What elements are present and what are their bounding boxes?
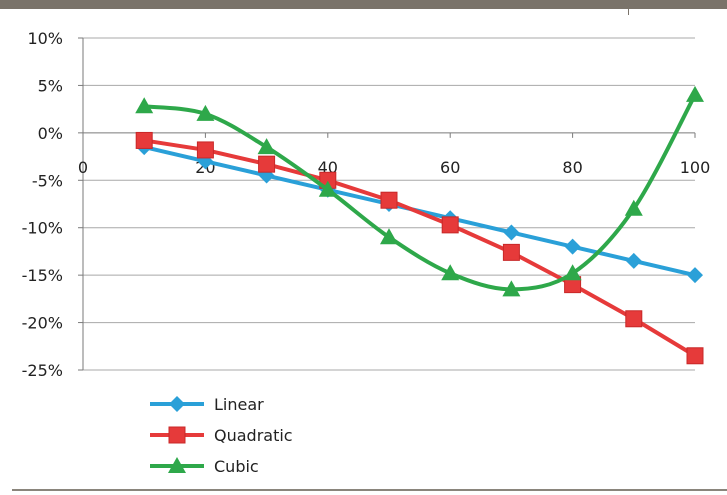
top-rule-tick: [628, 9, 629, 15]
y-tick-label: -5%: [32, 171, 63, 190]
linear-point-90: [625, 252, 642, 269]
cubic-point-40: [318, 180, 337, 197]
legend-label: Linear: [214, 395, 264, 414]
cubic-point-50: [380, 228, 398, 245]
cubic-point-10: [135, 97, 154, 114]
legend-item-cubic: Cubic: [150, 457, 259, 476]
legend-marker: [168, 426, 186, 444]
quadratic-point-20: [196, 141, 214, 159]
x-tick-label: 100: [680, 158, 711, 177]
cubic-point-90: [624, 199, 643, 216]
bottom-rule: [12, 489, 727, 491]
cubic-line: [142, 92, 697, 292]
legend: Linear Quadratic Cubic: [150, 395, 293, 476]
legend-marker: [168, 457, 186, 473]
series-quadratic: [135, 131, 704, 365]
quadratic-point-90: [625, 310, 643, 328]
linear-point-70: [503, 224, 520, 241]
linear-point-100: [687, 267, 703, 284]
quadratic-point-30: [258, 155, 276, 173]
y-tick-label: -15%: [22, 266, 63, 285]
cubic-point-70: [502, 280, 521, 297]
quadratic-point-50: [380, 191, 398, 209]
legend-label: Quadratic: [214, 426, 293, 445]
series-cubic: [135, 85, 704, 297]
linear-point-80: [564, 238, 581, 255]
x-axis-labels: 020406080100: [78, 158, 710, 177]
y-tick-label: 10%: [27, 29, 63, 48]
quadratic-point-70: [502, 243, 520, 261]
cubic-point-20: [196, 104, 215, 121]
cubic-point-100: [686, 85, 704, 102]
legend-item-linear: Linear: [150, 395, 264, 414]
legend-item-quadratic: Quadratic: [150, 426, 293, 445]
x-tick-label: 80: [562, 158, 582, 177]
cubic-point-30: [257, 138, 276, 155]
x-tick-label: 0: [78, 158, 88, 177]
legend-marker: [169, 396, 185, 412]
y-axis-labels: 10% 5% 0% -5% -10% -15% -20% -25%: [22, 29, 63, 380]
legend-label: Cubic: [214, 457, 259, 476]
quadratic-point-10: [135, 131, 153, 149]
cubic-point-80: [563, 264, 582, 281]
series-group: [135, 85, 704, 365]
y-tick-label: -20%: [22, 314, 63, 333]
y-tick-label: -10%: [22, 219, 63, 238]
quadratic-line: [142, 138, 697, 358]
top-rule: [0, 0, 727, 9]
quadratic-point-60: [441, 216, 459, 234]
y-tick-label: -25%: [22, 361, 63, 380]
y-tick-label: 5%: [38, 76, 63, 95]
quadratic-point-100: [686, 347, 704, 365]
y-tick-label: 0%: [38, 124, 63, 143]
grid: [78, 37, 696, 371]
x-tick-label: 60: [440, 158, 460, 177]
cubic-point-60: [441, 264, 460, 281]
